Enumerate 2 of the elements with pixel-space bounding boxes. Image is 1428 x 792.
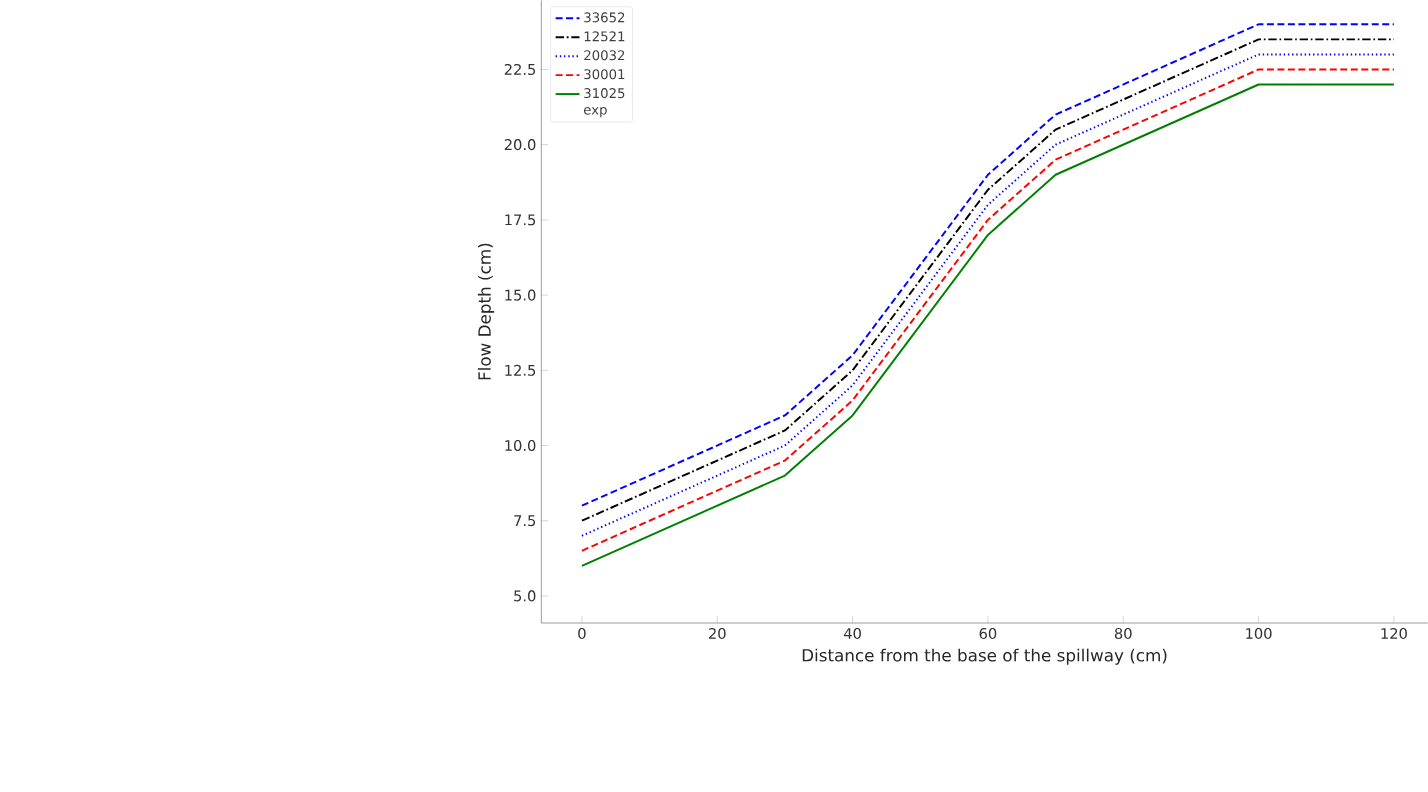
x-axis-title: Distance from the base of the spillway (cm): [802, 648, 1167, 666]
y-axis-title: Flow Depth (cm): [477, 244, 495, 380]
